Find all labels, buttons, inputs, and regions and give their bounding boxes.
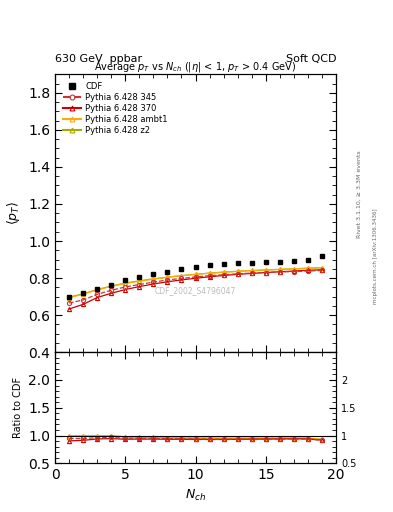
Y-axis label: Ratio to CDF: Ratio to CDF <box>13 377 23 438</box>
Text: CDF_2002_S4796047: CDF_2002_S4796047 <box>155 287 236 295</box>
Text: Soft QCD: Soft QCD <box>286 54 336 64</box>
Title: Average $p_T$ vs $N_{ch}$ ($|\eta|$ < 1, $p_T$ > 0.4 GeV): Average $p_T$ vs $N_{ch}$ ($|\eta|$ < 1,… <box>94 60 297 74</box>
Legend: CDF, Pythia 6.428 345, Pythia 6.428 370, Pythia 6.428 ambt1, Pythia 6.428 z2: CDF, Pythia 6.428 345, Pythia 6.428 370,… <box>59 78 171 138</box>
Text: 630 GeV  ppbar: 630 GeV ppbar <box>55 54 142 64</box>
X-axis label: $N_{ch}$: $N_{ch}$ <box>185 488 206 503</box>
Y-axis label: $\langle p_T \rangle$: $\langle p_T \rangle$ <box>6 201 22 225</box>
Text: mcplots.cern.ch [arXiv:1306.3436]: mcplots.cern.ch [arXiv:1306.3436] <box>373 208 378 304</box>
Text: Rivet 3.1.10, ≥ 3.3M events: Rivet 3.1.10, ≥ 3.3M events <box>357 151 362 239</box>
